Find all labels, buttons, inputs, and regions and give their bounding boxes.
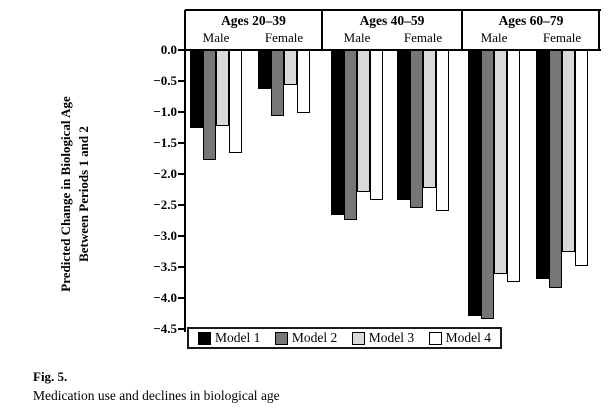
age-group-title: Ages 40–59 [359, 13, 425, 28]
bar-model-1 [190, 50, 203, 129]
age-group-title: Ages 60–79 [498, 13, 564, 28]
y-axis-title-line1: Predicted Change in Biological Age [58, 96, 73, 292]
sex-label: Female [542, 30, 582, 45]
figure-title: Medication use and declines in biologica… [33, 388, 280, 403]
legend-label-model-1: Model 1 [215, 330, 261, 345]
bar-model-4 [229, 50, 242, 153]
legend-item-model-3: Model 3 [351, 330, 415, 346]
figure-label: Fig. 5. [33, 369, 68, 384]
y-axis-line [184, 10, 186, 332]
bar-model-4 [507, 50, 520, 282]
figure-caption: Fig. 5. Medication use and declines in b… [33, 369, 280, 404]
sex-label: Male [202, 30, 230, 45]
bar-model-1 [468, 50, 481, 317]
y-tick-label: 0.0 [160, 42, 177, 57]
y-tick-label: −1.5 [153, 135, 177, 151]
bar-model-1 [397, 50, 410, 201]
header-divider-line [461, 10, 463, 50]
legend-swatch-model-1 [198, 331, 211, 345]
legend-label-model-4: Model 4 [445, 330, 491, 345]
y-tick-label: −2.5 [153, 197, 177, 213]
bar-model-3 [562, 50, 575, 253]
y-tick-mark [178, 111, 185, 114]
y-tick-label: −3.5 [153, 259, 177, 275]
bar-model-1 [536, 50, 549, 279]
y-axis-title-line2: Between Periods 1 and 2 [76, 126, 91, 262]
y-tick-mark [178, 204, 185, 207]
y-tick-mark [178, 328, 185, 331]
bar-model-2 [344, 50, 357, 221]
legend: Model 1 Model 2 Model 3 Model 4 [187, 327, 502, 349]
legend-item-model-2: Model 2 [274, 330, 338, 346]
y-tick-mark [178, 297, 185, 300]
legend-item-model-4: Model 4 [428, 330, 491, 346]
zero-baseline [185, 49, 601, 51]
legend-swatch-model-2 [274, 331, 288, 345]
bar-model-2 [271, 50, 284, 117]
sex-label: Male [343, 30, 371, 45]
bar-model-1 [258, 50, 271, 90]
bar-model-3 [423, 50, 436, 189]
y-tick-mark [178, 80, 185, 83]
bar-model-4 [297, 50, 310, 113]
legend-label-model-2: Model 2 [291, 330, 338, 345]
sex-label: Female [264, 30, 304, 45]
bar-model-2 [203, 50, 216, 160]
y-tick-mark [178, 142, 185, 145]
bar-model-1 [331, 50, 344, 215]
y-tick-mark [178, 266, 185, 269]
bar-model-3 [216, 50, 229, 127]
legend-item-model-1: Model 1 [198, 330, 260, 346]
bar-model-4 [436, 50, 449, 212]
y-tick-label: −4.0 [153, 290, 177, 306]
y-axis-title: Predicted Change in Biological Age Betwe… [57, 59, 95, 329]
bar-model-2 [410, 50, 423, 209]
bar-model-2 [549, 50, 562, 288]
y-tick-mark [178, 173, 185, 176]
legend-swatch-model-4 [428, 331, 442, 345]
y-tick-label: −0.5 [153, 73, 177, 89]
header-divider-line [321, 10, 323, 50]
y-tick-label: −4.5 [153, 321, 177, 337]
bar-model-3 [357, 50, 370, 193]
bar-model-2 [481, 50, 494, 319]
y-tick-mark [178, 235, 185, 238]
legend-swatch-model-3 [351, 331, 365, 345]
bar-model-3 [494, 50, 507, 274]
sex-label: Female [403, 30, 443, 45]
age-group-title: Ages 20–39 [221, 13, 286, 28]
header-right-border [598, 10, 600, 50]
plot-top-border [185, 9, 601, 11]
y-tick-label: −2.0 [153, 166, 177, 182]
bar-model-4 [575, 50, 588, 266]
y-tick-label: −3.0 [153, 228, 177, 244]
y-tick-label: −1.0 [153, 104, 177, 120]
y-tick-mark [178, 49, 185, 51]
bar-model-3 [284, 50, 297, 85]
legend-label-model-3: Model 3 [368, 330, 415, 345]
bar-model-4 [370, 50, 383, 201]
sex-label: Male [480, 30, 508, 45]
